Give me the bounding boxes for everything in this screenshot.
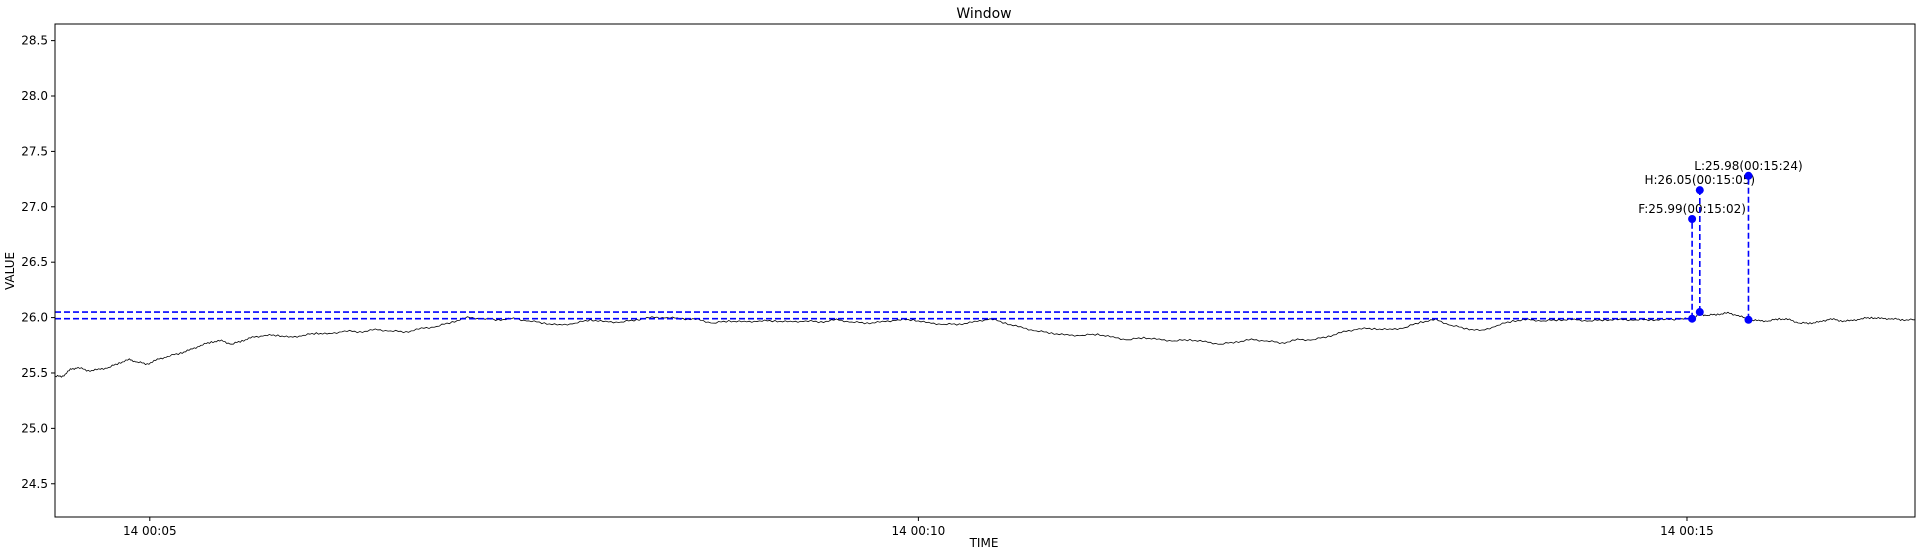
y-tick-label: 28.0: [21, 89, 48, 103]
marker-point: [1744, 315, 1753, 324]
marker-point: [1695, 308, 1704, 317]
x-tick-label: 14 00:10: [892, 524, 946, 538]
y-tick-label: 28.5: [21, 34, 48, 48]
marker-label-point: [1744, 171, 1753, 180]
marker-label: L:25.98(00:15:24): [1694, 159, 1802, 173]
chart-title: Window: [956, 6, 1011, 22]
marker-label: F:25.99(00:15:02): [1638, 202, 1746, 216]
y-tick-label: 25.5: [21, 366, 48, 380]
marker-label-point: [1695, 186, 1704, 195]
x-tick-label: 14 00:05: [123, 524, 177, 538]
y-tick-label: 25.0: [21, 421, 48, 435]
y-tick-label: 26.0: [21, 311, 48, 325]
plot-area: F:25.99(00:15:02) H:26.05(00:15:05)L:25.9…: [54, 159, 1915, 378]
marker-point: [1688, 314, 1697, 323]
series-line: [54, 311, 1915, 378]
y-axis: 24.5 25.0 25.5 26.0 26.5 27.0 27.5 28.0 28.5: [21, 34, 55, 491]
x-tick-label: 14 00:15: [1660, 524, 1714, 538]
marker-label-point: [1688, 214, 1697, 223]
x-axis-label: TIME: [969, 536, 999, 550]
y-tick-label: 24.5: [21, 477, 48, 491]
y-axis-label: VALUE: [3, 252, 17, 290]
x-axis: 14 00:05 14 00:10 14 00:15: [123, 517, 1714, 538]
y-tick-label: 26.5: [21, 255, 48, 269]
marker-label: H:26.05(00:15:05): [1644, 173, 1755, 187]
y-tick-label: 27.5: [21, 144, 48, 158]
plot-frame: [54, 23, 1916, 518]
y-tick-label: 27.0: [21, 200, 48, 214]
